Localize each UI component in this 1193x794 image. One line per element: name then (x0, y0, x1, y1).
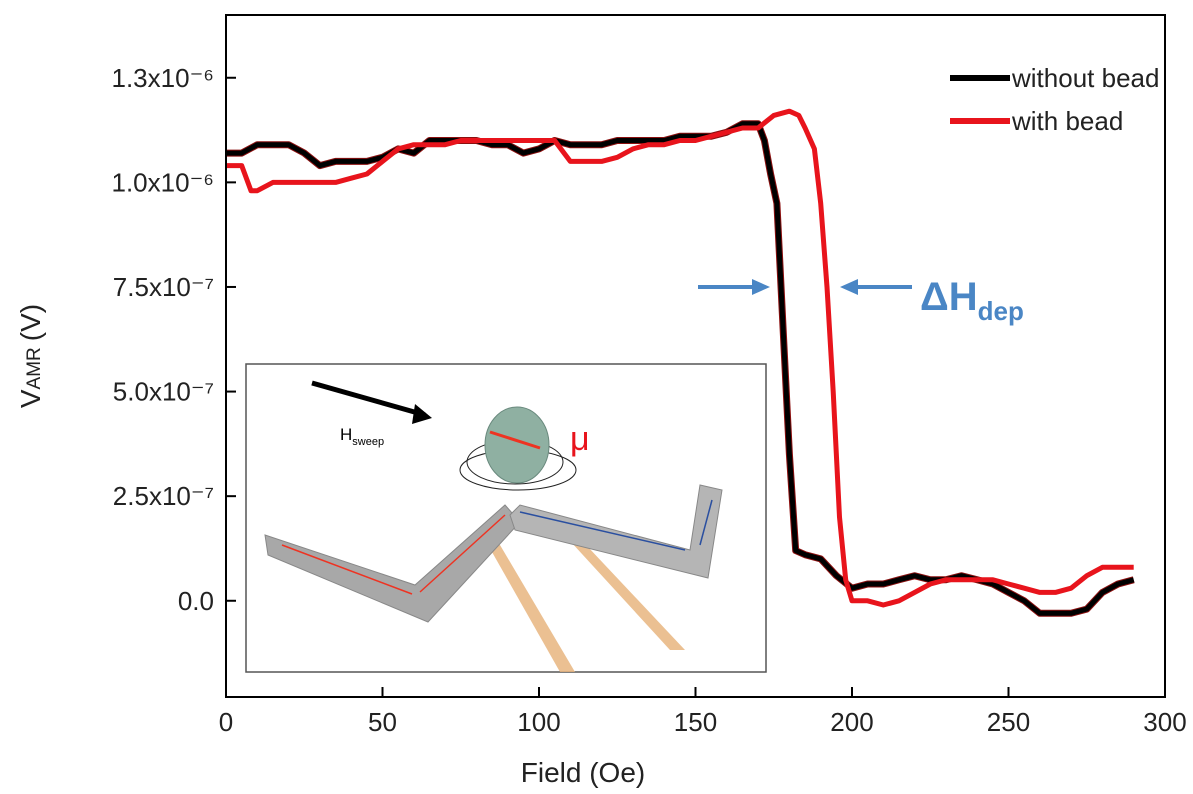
wire (509, 484, 723, 579)
y-tick-label: 7.5x10⁻⁷ (113, 272, 214, 302)
y-tick-label: 5.0x10⁻⁷ (113, 377, 214, 407)
y-tick-label: 1.0x10⁻⁶ (112, 167, 215, 197)
annotation-arrows (698, 279, 912, 295)
x-tick-label: 100 (517, 707, 560, 737)
x-tick-label: 200 (830, 707, 873, 737)
bead (484, 406, 550, 484)
x-tick-label: 250 (987, 707, 1030, 737)
contact (488, 545, 575, 672)
field-arrow-head (412, 404, 432, 424)
moment-arrow (489, 430, 541, 450)
y-axis-symbol: V (15, 389, 46, 408)
y-tick-label: 1.3x10⁻⁶ (112, 63, 215, 93)
inset: Hsweep μ (245, 363, 767, 673)
legend-label: without bead (1011, 63, 1159, 93)
field-subscript: sweep (352, 436, 384, 448)
contact (560, 530, 685, 650)
annotation: ΔHdep (920, 275, 1024, 326)
y-axis-subscript: AMR (24, 347, 45, 389)
field-arrow (311, 380, 426, 418)
x-tick-label: 0 (219, 707, 233, 737)
inset-arrow (419, 514, 506, 593)
series-line (226, 108, 1134, 608)
x-tick-label: 50 (368, 707, 397, 737)
y-axis-title: VAMR (V) (15, 304, 46, 408)
y-tick-label: 2.5x10⁻⁷ (113, 481, 214, 511)
annotation-symbol: ΔH (920, 275, 978, 319)
y-tick-label: 0.0 (178, 586, 214, 616)
inset-arrow (699, 499, 713, 546)
field-symbol: H (340, 425, 352, 444)
x-tick-label: 150 (674, 707, 717, 737)
inset-arrow (281, 544, 413, 595)
x-tick-label: 300 (1143, 707, 1186, 737)
legend-label: with bead (1011, 106, 1123, 136)
x-axis-title: Field (Oe) (521, 757, 645, 788)
y-axis-unit: (V) (15, 304, 46, 341)
annotation-subscript: dep (978, 296, 1024, 326)
annotation-arrow-head (752, 279, 770, 295)
moment-label: μ (570, 420, 590, 458)
inset-arrow (519, 511, 686, 551)
annotation-arrow-head (840, 279, 858, 295)
field-label: Hsweep (340, 425, 384, 448)
